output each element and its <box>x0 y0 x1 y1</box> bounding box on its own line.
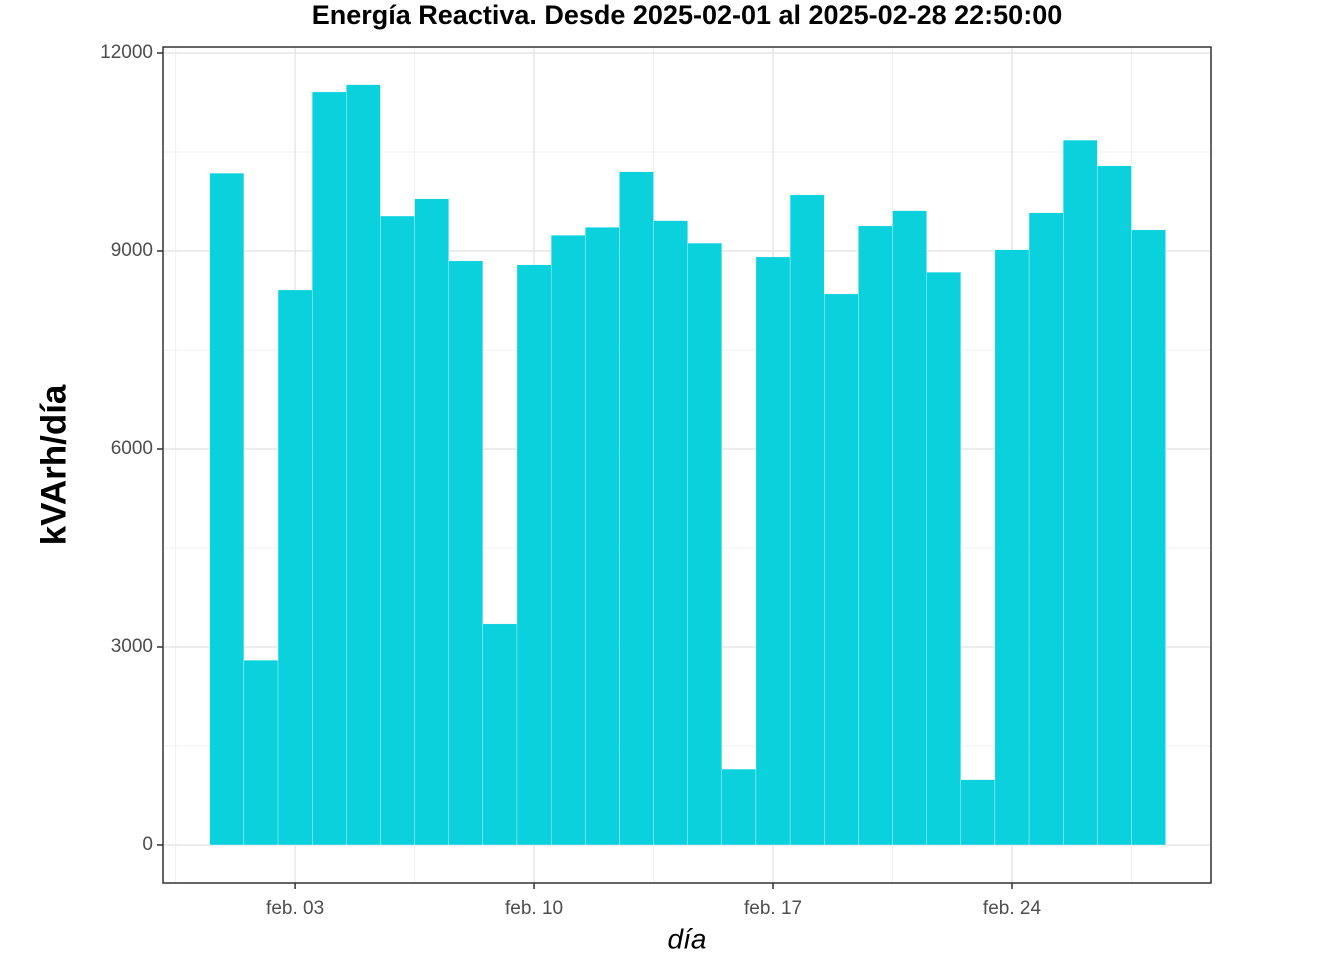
bar <box>1097 165 1132 846</box>
bar <box>687 242 722 846</box>
bar <box>892 210 927 846</box>
y-tick-label: 6000 <box>111 438 153 459</box>
bar <box>1131 229 1166 846</box>
bar <box>448 260 484 846</box>
bar <box>755 256 791 846</box>
chart-title: Energía Reactiva. Desde 2025-02-01 al 20… <box>312 0 1062 30</box>
bar <box>960 779 996 846</box>
x-axis-label: día <box>668 923 707 954</box>
y-axis-label: kVArh/día <box>34 384 73 545</box>
x-tick-label: feb. 17 <box>744 898 802 919</box>
bar <box>994 249 1030 846</box>
bar <box>789 194 825 846</box>
bar <box>619 171 654 846</box>
bar <box>243 660 279 846</box>
x-tick-label: feb. 03 <box>266 898 324 919</box>
bar <box>516 264 552 846</box>
bar <box>277 289 313 846</box>
bar <box>380 215 415 846</box>
y-tick-label: 3000 <box>111 636 153 657</box>
bar <box>312 91 347 846</box>
bar <box>721 768 757 846</box>
bar <box>550 235 586 846</box>
y-tick-label: 0 <box>142 834 153 855</box>
bar <box>346 84 381 846</box>
y-tick-label: 12000 <box>100 42 153 63</box>
bar <box>414 198 449 846</box>
y-tick-label: 9000 <box>111 240 153 261</box>
bar <box>482 623 518 846</box>
bar <box>858 225 893 846</box>
bar <box>1028 212 1064 846</box>
bar <box>926 271 961 846</box>
bar <box>653 220 688 846</box>
panel-border <box>162 46 1212 884</box>
bar <box>824 293 859 846</box>
x-tick-label: feb. 24 <box>983 898 1042 919</box>
bar <box>585 227 620 846</box>
bar <box>1063 139 1098 846</box>
x-tick-label: feb. 10 <box>505 898 563 919</box>
bar <box>209 172 245 846</box>
